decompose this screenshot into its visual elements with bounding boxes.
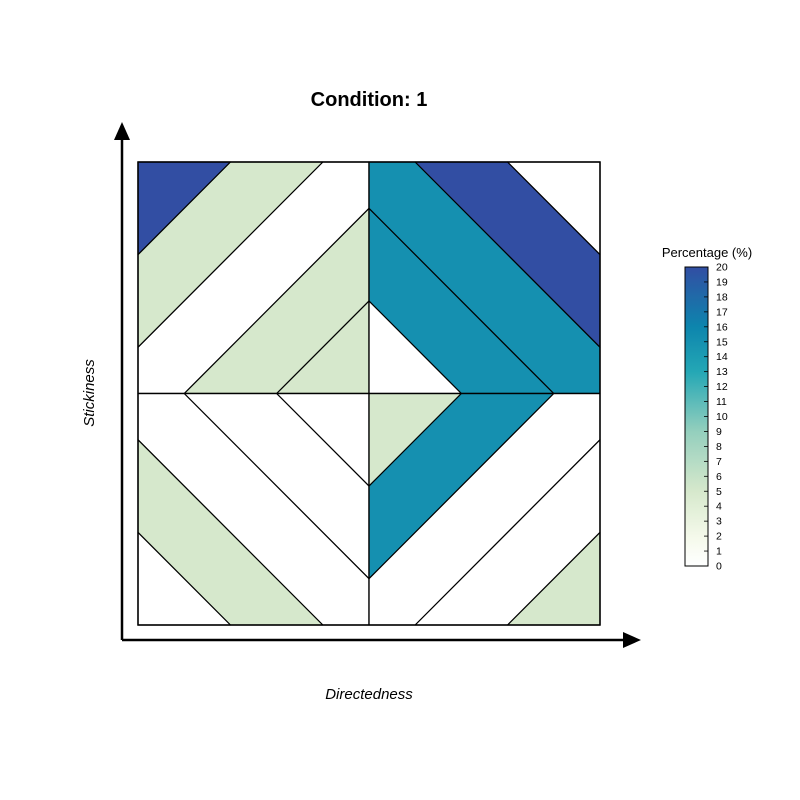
colorbar-tick-label: 19	[716, 276, 728, 288]
colorbar-tick-label: 7	[716, 456, 722, 468]
heatmap-cells	[137, 161, 601, 626]
colorbar-tick-label: 6	[716, 471, 722, 483]
x-axis-label: Directedness	[325, 686, 413, 703]
colorbar-tick-label: 14	[716, 351, 728, 363]
y-axis-label: Stickiness	[81, 359, 98, 427]
colorbar-tick-label: 18	[716, 291, 728, 303]
colorbar-tick-label: 2	[716, 531, 722, 543]
colorbar-tick-label: 4	[716, 501, 722, 513]
legend-title: Percentage (%)	[662, 245, 752, 260]
colorbar-tick-label: 13	[716, 366, 728, 378]
heatmap-grid	[137, 161, 601, 626]
colorbar-tick-label: 12	[716, 381, 728, 393]
colorbar-tick-label: 0	[716, 561, 722, 573]
y-axis-arrow	[114, 122, 130, 140]
colorbar-tick-label: 17	[716, 306, 728, 318]
colorbar-tick-label: 8	[716, 441, 722, 453]
axes	[114, 122, 641, 648]
colorbar-tick-label: 10	[716, 411, 728, 423]
colorbar-tick-label: 15	[716, 336, 728, 348]
colorbar-legend: Percentage (%) 0123456789101112131415161…	[662, 245, 752, 573]
colorbar-tick-label: 11	[716, 396, 727, 408]
colorbar-tick-label: 16	[716, 321, 728, 333]
colorbar-tick-label: 5	[716, 486, 722, 498]
colorbar-tick-label: 1	[716, 546, 722, 558]
colorbar-tick-label: 9	[716, 426, 722, 438]
colorbar-tick-label: 3	[716, 516, 722, 528]
colorbar-tick-label: 20	[716, 262, 728, 274]
x-axis-arrow	[623, 632, 641, 648]
chart-title: Condition: 1	[311, 89, 428, 111]
